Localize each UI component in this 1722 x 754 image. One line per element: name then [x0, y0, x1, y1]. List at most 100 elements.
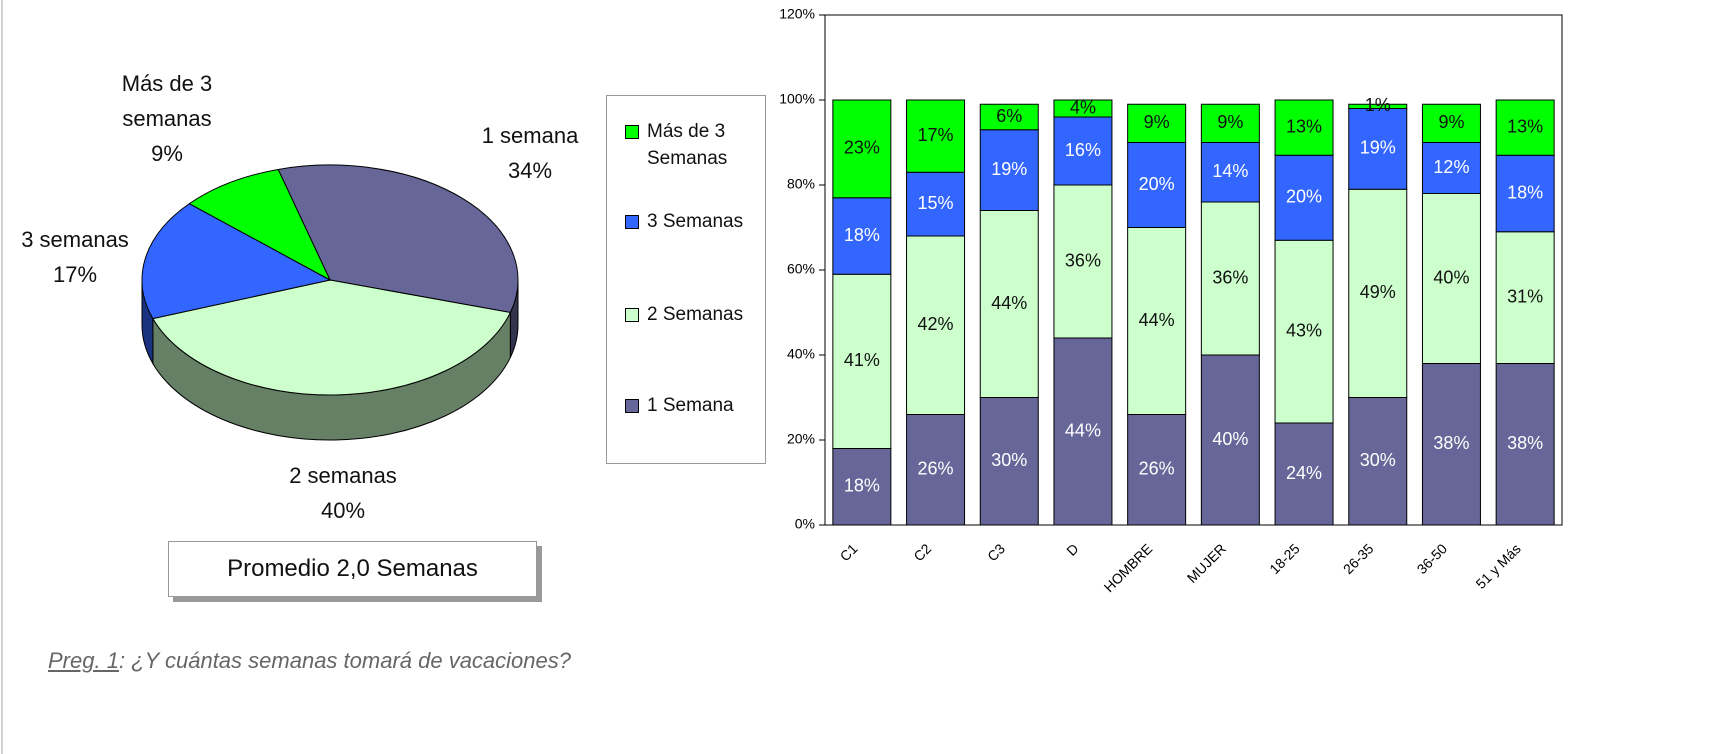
data-label: 40%: [1433, 267, 1469, 287]
data-label: 20%: [1286, 187, 1322, 207]
data-label: 18%: [844, 476, 880, 496]
x-tick-label: 51 y Más: [1472, 540, 1523, 591]
data-label: 26%: [1139, 459, 1175, 479]
bar-segment: [906, 414, 966, 526]
legend-label: 3 Semanas: [647, 211, 744, 232]
x-tick-label: C3: [984, 540, 1008, 564]
legend-entry: 1 Semana: [625, 392, 760, 419]
data-label: 36%: [1065, 250, 1101, 270]
data-label: 41%: [844, 350, 880, 370]
data-label: 24%: [1286, 463, 1322, 483]
legend-entry: 3 Semanas: [625, 208, 760, 235]
bar-segment: [1127, 103, 1187, 143]
pie-label: 1 semana 34%: [450, 118, 610, 188]
bar-segment: [1200, 354, 1260, 526]
pie-slice: [188, 168, 332, 282]
data-label: 26%: [918, 459, 954, 479]
bar-segment: [1274, 154, 1334, 241]
data-label: 30%: [991, 450, 1027, 470]
data-label: 44%: [1139, 310, 1175, 330]
data-label: 15%: [918, 193, 954, 213]
bar-segment: [906, 171, 966, 237]
bar-segment: [1127, 414, 1187, 526]
bar-segment: [1053, 184, 1113, 339]
data-label: 30%: [1360, 450, 1396, 470]
data-label: 20%: [1139, 174, 1175, 194]
bar-segment: [1053, 99, 1113, 118]
x-tick-label: C2: [910, 540, 934, 564]
y-tick-label: 100%: [779, 91, 815, 107]
bar-segment: [1348, 103, 1408, 109]
bar-segment: [1421, 193, 1481, 364]
bar-segment: [1274, 422, 1334, 526]
pie-label: 3 semanas 17%: [0, 222, 150, 292]
data-label: 44%: [991, 293, 1027, 313]
data-label: 38%: [1507, 433, 1543, 453]
data-label: 44%: [1065, 420, 1101, 440]
bar-segment: [1200, 142, 1260, 203]
pie-slice: [141, 203, 332, 320]
data-label: 13%: [1286, 116, 1322, 136]
data-label: 36%: [1212, 267, 1248, 287]
y-tick-label: 0%: [795, 516, 815, 532]
bar-segment: [1495, 99, 1555, 156]
legend-label: 1 Semana: [647, 395, 734, 416]
bar-segment: [1200, 103, 1260, 143]
x-tick-label: C1: [837, 540, 861, 564]
legend-label: Más de 3 Semanas: [647, 121, 728, 169]
y-tick-label: 80%: [787, 176, 815, 192]
legend-swatch: [625, 399, 639, 413]
data-label: 16%: [1065, 140, 1101, 160]
annotation-box: Promedio 2,0 Semanas: [168, 541, 537, 597]
legend-entry: Más de 3 Semanas: [625, 118, 760, 172]
data-label: 17%: [918, 125, 954, 145]
pie-label-value: 17%: [52, 262, 98, 287]
data-label: 43%: [1286, 320, 1322, 340]
pie-label-value: 40%: [320, 498, 366, 523]
x-tick-label: 26-35: [1340, 540, 1377, 577]
caption-text: : ¿Y cuántas semanas tomará de vacacione…: [118, 648, 572, 673]
y-tick-label: 60%: [787, 261, 815, 277]
bar-segment: [906, 99, 966, 173]
bar-segment: [1495, 231, 1555, 364]
bar-segment: [832, 448, 892, 526]
bar-segment: [1421, 103, 1481, 143]
legend: Más de 3 Semanas 3 Semanas 2 Semanas 1 Sema…: [606, 95, 766, 464]
pie-label-name: Más de 3 semanas: [121, 71, 213, 131]
data-label: 38%: [1433, 433, 1469, 453]
data-label: 12%: [1433, 157, 1469, 177]
bar-segment: [1421, 142, 1481, 194]
data-label: 6%: [996, 106, 1022, 126]
pie-label-value: 34%: [507, 158, 553, 183]
data-label: 23%: [844, 138, 880, 158]
bar-segment: [1495, 154, 1555, 233]
legend-swatch: [625, 215, 639, 229]
bar-segment: [832, 273, 892, 449]
pie-label-name: 3 semanas: [21, 227, 129, 252]
data-label: 42%: [918, 314, 954, 334]
legend-swatch: [625, 308, 639, 322]
bar-segment: [1200, 201, 1260, 356]
bar-segment: [1274, 239, 1334, 424]
data-label: 19%: [1360, 138, 1396, 158]
bar-segment: [979, 397, 1039, 526]
x-tick-label: 36-50: [1414, 540, 1451, 577]
caption-label: Preg. 1: [48, 648, 119, 673]
data-label: 18%: [844, 225, 880, 245]
bar-segment: [906, 235, 966, 415]
data-label: 9%: [1144, 112, 1170, 132]
y-tick-label: 20%: [787, 431, 815, 447]
pie-label-name: 1 semana: [481, 123, 579, 148]
data-label: 13%: [1507, 116, 1543, 136]
x-tick-label: 18-25: [1266, 540, 1303, 577]
bar-segment: [832, 99, 892, 199]
pie-label: 2 semanas 40%: [263, 458, 423, 528]
x-tick-label: MUJER: [1184, 540, 1229, 585]
bar-segment: [1127, 227, 1187, 415]
data-label: 40%: [1212, 429, 1248, 449]
plot-frame: [824, 14, 1563, 526]
pie-label-name: 2 semanas: [289, 463, 397, 488]
caption: Preg. 1: ¿Y cuántas semanas tomará de va…: [48, 648, 571, 674]
data-label: 14%: [1212, 161, 1248, 181]
